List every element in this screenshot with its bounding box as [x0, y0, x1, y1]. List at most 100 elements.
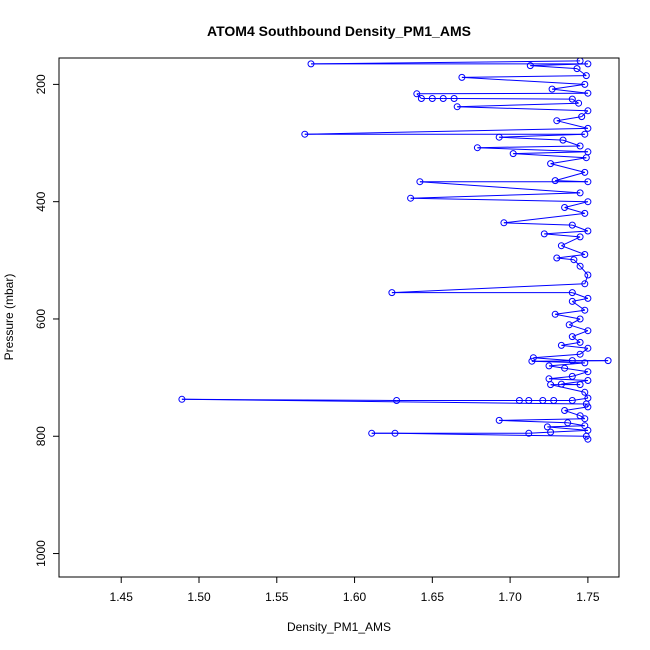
series-line-segment	[573, 259, 581, 267]
data-point	[428, 95, 436, 102]
data-point	[439, 95, 447, 102]
series-line-segment	[310, 60, 581, 65]
data-point	[545, 375, 553, 383]
series-line-segment	[579, 347, 589, 355]
series-line-segment	[555, 171, 585, 182]
series-line-segment	[477, 145, 581, 149]
series-line-segment	[556, 120, 589, 129]
data-point	[584, 368, 592, 376]
data-point	[582, 72, 590, 80]
data-point	[570, 256, 578, 264]
x-tick-label: 1.45	[110, 590, 134, 604]
data-point	[576, 412, 584, 420]
data-point	[568, 397, 576, 404]
y-tick-label: 200	[34, 74, 48, 94]
data-point	[529, 354, 537, 362]
y-tick-label: 1000	[34, 540, 48, 567]
data-point	[581, 359, 589, 367]
series-line-segment	[572, 336, 581, 343]
data-point	[584, 377, 592, 384]
series-line-segment	[461, 76, 585, 85]
series-line-segment	[564, 367, 588, 373]
series-line-segment	[499, 418, 585, 421]
data-point	[568, 357, 576, 365]
series-line-segment	[410, 192, 581, 199]
data-point	[368, 429, 376, 437]
data-point	[581, 388, 589, 396]
data-point	[561, 204, 569, 211]
series-line-segment	[547, 425, 585, 428]
data-point	[450, 95, 458, 102]
series-line-segment	[513, 153, 587, 159]
data-point	[393, 397, 401, 404]
data-point	[557, 242, 565, 250]
series-line-segment	[544, 230, 588, 235]
data-point	[584, 148, 592, 156]
data-point	[576, 315, 584, 323]
series-line-segment	[499, 419, 568, 424]
series-line-segment	[552, 83, 585, 90]
series-line-segment	[561, 245, 585, 255]
series-line-segment	[564, 207, 585, 214]
data-point	[584, 124, 592, 132]
series-line-segment	[548, 375, 573, 380]
data-point	[568, 289, 576, 297]
data-point	[391, 429, 399, 437]
data-point	[561, 407, 569, 414]
data-point	[413, 90, 421, 98]
data-point	[568, 297, 576, 305]
x-tick-label: 1.75	[576, 590, 600, 604]
data-point	[584, 327, 592, 335]
data-point	[551, 310, 559, 318]
series-line-segment	[454, 98, 573, 100]
series-line-segment	[181, 398, 397, 401]
series-line-segment	[304, 127, 588, 135]
data-point	[576, 381, 584, 389]
series-line-segment	[579, 265, 589, 276]
data-point	[584, 89, 592, 97]
x-tick-label: 1.50	[187, 590, 211, 604]
series-line-segment	[533, 353, 581, 359]
data-point	[568, 95, 576, 103]
data-point	[576, 233, 584, 241]
series-line-segment	[544, 233, 581, 238]
data-point	[528, 357, 536, 365]
data-point	[416, 178, 424, 186]
data-point	[584, 271, 592, 279]
data-point	[550, 397, 558, 404]
y-tick-label: 400	[34, 191, 48, 211]
series-line-segment	[410, 197, 588, 203]
x-tick-label: 1.60	[343, 590, 367, 604]
series-line-segment	[556, 116, 582, 122]
data-point	[584, 227, 592, 235]
data-point	[539, 397, 547, 404]
plot-frame	[58, 57, 620, 578]
series-line-segment	[561, 380, 588, 385]
series-line-segment	[556, 254, 585, 259]
data-point	[576, 189, 584, 197]
series-line-segment	[547, 426, 588, 431]
data-point	[495, 416, 503, 424]
data-point	[565, 321, 573, 329]
data-point	[581, 251, 589, 258]
series-line-segment	[550, 429, 588, 433]
series-line-segment	[550, 384, 585, 393]
data-point	[573, 65, 581, 73]
series-line-segment	[550, 157, 587, 165]
series-line-segment	[457, 106, 588, 112]
series-line-segment	[503, 222, 573, 226]
y-axis-label: Pressure (mbar)	[2, 274, 16, 361]
data-point	[547, 428, 555, 436]
series-line-segment	[530, 65, 578, 70]
data-point	[559, 136, 567, 144]
series-line-segment	[568, 318, 581, 326]
series-line-segment	[457, 102, 579, 108]
series-line-segment	[561, 344, 588, 349]
series-line-segment	[564, 406, 588, 411]
data-point	[576, 58, 584, 65]
series-line-segment	[550, 163, 585, 173]
series-line-segment	[576, 68, 587, 76]
x-tick-label: 1.70	[498, 590, 522, 604]
